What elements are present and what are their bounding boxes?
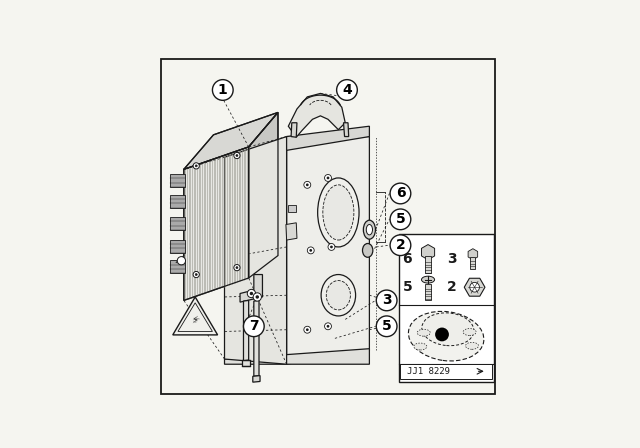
Circle shape bbox=[330, 246, 333, 248]
Circle shape bbox=[376, 316, 397, 336]
Ellipse shape bbox=[362, 244, 373, 257]
Circle shape bbox=[324, 175, 332, 181]
Circle shape bbox=[306, 328, 308, 331]
Polygon shape bbox=[225, 137, 287, 364]
Polygon shape bbox=[240, 275, 262, 302]
Bar bbox=[170, 217, 185, 230]
Text: ⚡: ⚡ bbox=[191, 314, 198, 324]
Circle shape bbox=[234, 152, 240, 159]
Circle shape bbox=[195, 165, 197, 167]
Circle shape bbox=[390, 183, 411, 204]
Circle shape bbox=[306, 184, 308, 186]
Circle shape bbox=[250, 292, 253, 295]
Polygon shape bbox=[287, 126, 369, 151]
Circle shape bbox=[212, 80, 233, 100]
Ellipse shape bbox=[326, 280, 351, 310]
Ellipse shape bbox=[463, 328, 476, 336]
Circle shape bbox=[243, 316, 264, 336]
Polygon shape bbox=[286, 223, 297, 240]
Circle shape bbox=[435, 327, 449, 341]
Polygon shape bbox=[173, 297, 218, 335]
Polygon shape bbox=[287, 137, 369, 364]
Bar bbox=[401, 364, 492, 379]
Ellipse shape bbox=[366, 224, 372, 235]
Circle shape bbox=[307, 247, 314, 254]
Polygon shape bbox=[289, 94, 345, 137]
Bar bbox=[170, 240, 185, 253]
Text: ☞: ☞ bbox=[191, 316, 200, 326]
Polygon shape bbox=[291, 123, 297, 137]
Text: 5: 5 bbox=[396, 212, 405, 226]
Bar bbox=[170, 195, 185, 208]
Circle shape bbox=[255, 295, 259, 299]
Circle shape bbox=[247, 289, 255, 297]
Circle shape bbox=[304, 181, 311, 188]
Text: 2: 2 bbox=[447, 280, 457, 294]
Circle shape bbox=[236, 267, 238, 269]
Circle shape bbox=[326, 177, 330, 179]
Circle shape bbox=[309, 249, 312, 252]
Polygon shape bbox=[344, 123, 349, 137]
Bar bbox=[170, 260, 185, 273]
Ellipse shape bbox=[465, 342, 479, 349]
Circle shape bbox=[236, 155, 238, 156]
Circle shape bbox=[390, 235, 411, 255]
Polygon shape bbox=[184, 112, 278, 169]
Text: 1: 1 bbox=[218, 83, 228, 97]
Text: 2: 2 bbox=[396, 238, 405, 252]
Ellipse shape bbox=[413, 343, 427, 350]
Polygon shape bbox=[242, 360, 250, 366]
Polygon shape bbox=[470, 257, 476, 269]
Text: 6: 6 bbox=[403, 252, 412, 266]
Text: 6: 6 bbox=[396, 186, 405, 200]
Circle shape bbox=[304, 326, 311, 333]
Text: 7: 7 bbox=[249, 319, 259, 333]
Bar bbox=[287, 205, 296, 212]
Circle shape bbox=[253, 293, 261, 301]
Bar bbox=[170, 174, 185, 187]
Text: 5: 5 bbox=[403, 280, 412, 294]
Circle shape bbox=[390, 209, 411, 230]
Text: 3: 3 bbox=[447, 252, 457, 266]
Circle shape bbox=[324, 323, 332, 330]
Circle shape bbox=[470, 282, 479, 292]
Bar bbox=[399, 234, 493, 382]
Polygon shape bbox=[243, 301, 249, 361]
Circle shape bbox=[328, 243, 335, 250]
Circle shape bbox=[326, 325, 330, 327]
Ellipse shape bbox=[317, 178, 359, 247]
Circle shape bbox=[195, 273, 197, 276]
Ellipse shape bbox=[321, 275, 356, 316]
Polygon shape bbox=[425, 284, 431, 300]
Circle shape bbox=[337, 80, 357, 100]
Ellipse shape bbox=[408, 311, 484, 361]
Ellipse shape bbox=[364, 220, 376, 239]
Polygon shape bbox=[254, 301, 259, 376]
Text: 4: 4 bbox=[342, 83, 352, 97]
Ellipse shape bbox=[323, 185, 354, 240]
Text: 3: 3 bbox=[382, 293, 392, 307]
Ellipse shape bbox=[422, 313, 474, 346]
Polygon shape bbox=[225, 349, 369, 364]
Circle shape bbox=[376, 290, 397, 311]
Text: JJ1 8229: JJ1 8229 bbox=[406, 367, 449, 376]
Polygon shape bbox=[253, 375, 260, 382]
Circle shape bbox=[234, 264, 240, 271]
Polygon shape bbox=[184, 147, 249, 301]
Circle shape bbox=[177, 257, 186, 265]
Polygon shape bbox=[249, 112, 278, 278]
Polygon shape bbox=[425, 256, 431, 273]
Ellipse shape bbox=[417, 329, 430, 336]
Circle shape bbox=[193, 271, 199, 278]
Text: 5: 5 bbox=[382, 319, 392, 333]
Circle shape bbox=[193, 163, 199, 169]
Ellipse shape bbox=[422, 276, 435, 283]
